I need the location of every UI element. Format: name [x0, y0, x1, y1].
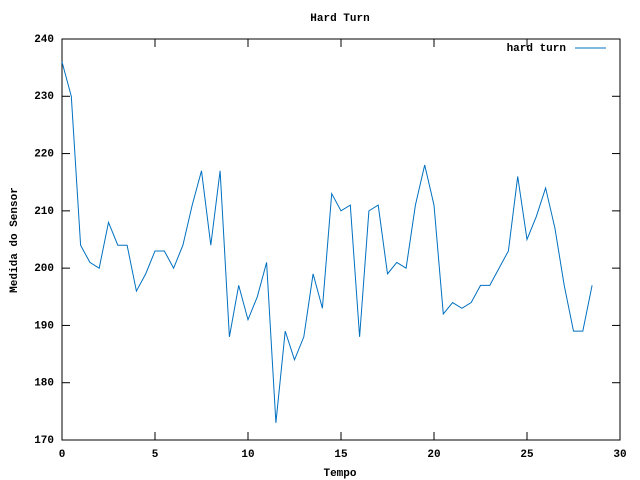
y-tick-label: 200 [34, 263, 54, 275]
x-tick-label: 0 [59, 449, 66, 461]
x-tick-label: 5 [152, 449, 159, 461]
y-tick-label: 220 [34, 148, 54, 160]
x-tick-label: 20 [427, 449, 440, 461]
y-tick-label: 180 [34, 378, 54, 390]
x-tick-label: 10 [241, 449, 254, 461]
y-tick-label: 230 [34, 91, 54, 103]
x-tick-label: 30 [613, 449, 626, 461]
plot-frame [61, 38, 621, 441]
y-tick-label: 190 [34, 320, 54, 332]
y-tick-label: 240 [34, 34, 54, 46]
y-tick-label: 210 [34, 206, 54, 218]
x-tick-label: 25 [520, 449, 534, 461]
chart-title: Hard Turn [310, 13, 369, 25]
legend-label: hard turn [507, 43, 566, 55]
x-tick-label: 15 [334, 449, 348, 461]
line-series [61, 61, 593, 423]
y-axis-label: Medida do Sensor [9, 187, 21, 293]
y-tick-label: 170 [34, 435, 54, 447]
x-axis-label: Tempo [323, 468, 356, 480]
